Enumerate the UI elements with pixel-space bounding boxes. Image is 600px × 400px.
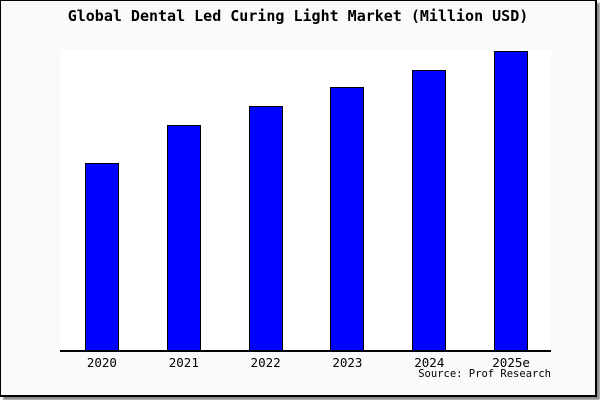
bar-2024 [412,70,447,350]
x-tick-label-2025e: 2025e [492,355,530,370]
x-axis-labels: 2020 2021 2022 2023 2024 2025e [60,355,551,370]
source-note: Source: Prof Research [418,368,551,380]
chart-title: Global Dental Led Curing Light Market (M… [67,7,529,25]
bar-2021 [166,125,201,350]
x-tick-label-2022: 2022 [250,355,281,370]
plot-area [60,50,551,352]
x-tick-label-2024: 2024 [414,355,445,370]
bar-2022 [248,105,283,350]
x-tick-label-2023: 2023 [332,355,363,370]
x-tick-label-2020: 2020 [86,355,117,370]
bar-2020 [84,163,119,350]
x-tick-label-2021: 2021 [168,355,199,370]
bar-2025e [494,50,529,350]
bar-2023 [330,87,365,350]
